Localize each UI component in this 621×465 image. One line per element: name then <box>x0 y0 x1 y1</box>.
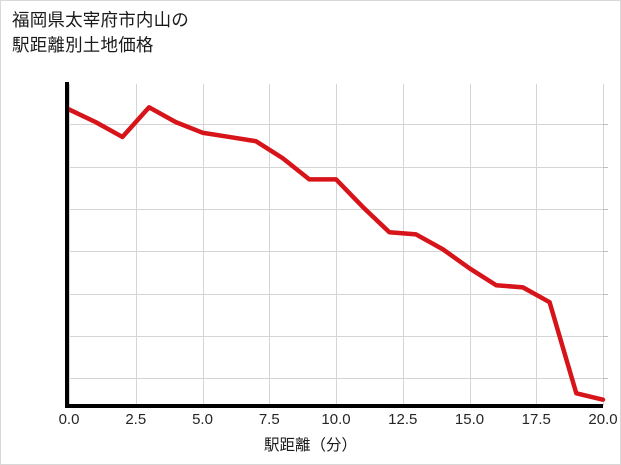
x-axis-label: 駅距離（分） <box>263 437 357 454</box>
gridline-horizontal <box>69 208 603 210</box>
x-tick-label: 12.5 <box>388 411 418 428</box>
gridline-vertical <box>269 84 271 406</box>
gridline-horizontal <box>69 378 603 380</box>
x-tick-label: 0.0 <box>58 411 80 428</box>
x-axis-spine <box>65 404 603 408</box>
y-tick-mark <box>603 208 608 210</box>
data-series-line <box>66 105 606 402</box>
gridline-horizontal <box>69 293 603 295</box>
y-axis-label: 坪（3.3m²）単価（万円） <box>0 0 18 1</box>
gridline-horizontal <box>69 124 603 126</box>
gridline-horizontal <box>69 251 603 253</box>
gridline-vertical <box>69 84 70 406</box>
gridline-horizontal <box>69 336 603 338</box>
gridline-vertical <box>336 84 337 406</box>
y-tick-mark <box>603 251 608 253</box>
y-tick-mark <box>603 378 608 380</box>
x-tick-label: 10.0 <box>321 411 351 428</box>
x-tick-label: 7.5 <box>258 411 280 428</box>
x-tick-label: 20.0 <box>588 411 618 428</box>
chart-title: 福岡県太宰府市内山の 駅距離別土地価格 <box>12 10 189 55</box>
x-tick-label: 15.0 <box>454 411 485 428</box>
y-axis-spine <box>65 82 69 408</box>
gridline-vertical <box>603 84 604 406</box>
y-tick-mark <box>603 293 608 295</box>
gridline-horizontal <box>69 166 603 168</box>
y-tick-mark <box>603 166 608 168</box>
y-tick-mark <box>603 336 608 338</box>
gridline-vertical <box>202 84 204 406</box>
y-tick-mark <box>603 124 608 126</box>
gridline-vertical <box>469 84 471 406</box>
x-tick-label: 5.0 <box>192 411 213 428</box>
gridline-vertical <box>536 84 538 406</box>
gridline-vertical <box>135 84 137 406</box>
x-tick-label: 2.5 <box>125 411 147 428</box>
gridline-vertical <box>402 84 404 406</box>
x-tick-label: 17.5 <box>521 411 551 428</box>
plot-area <box>66 84 606 406</box>
